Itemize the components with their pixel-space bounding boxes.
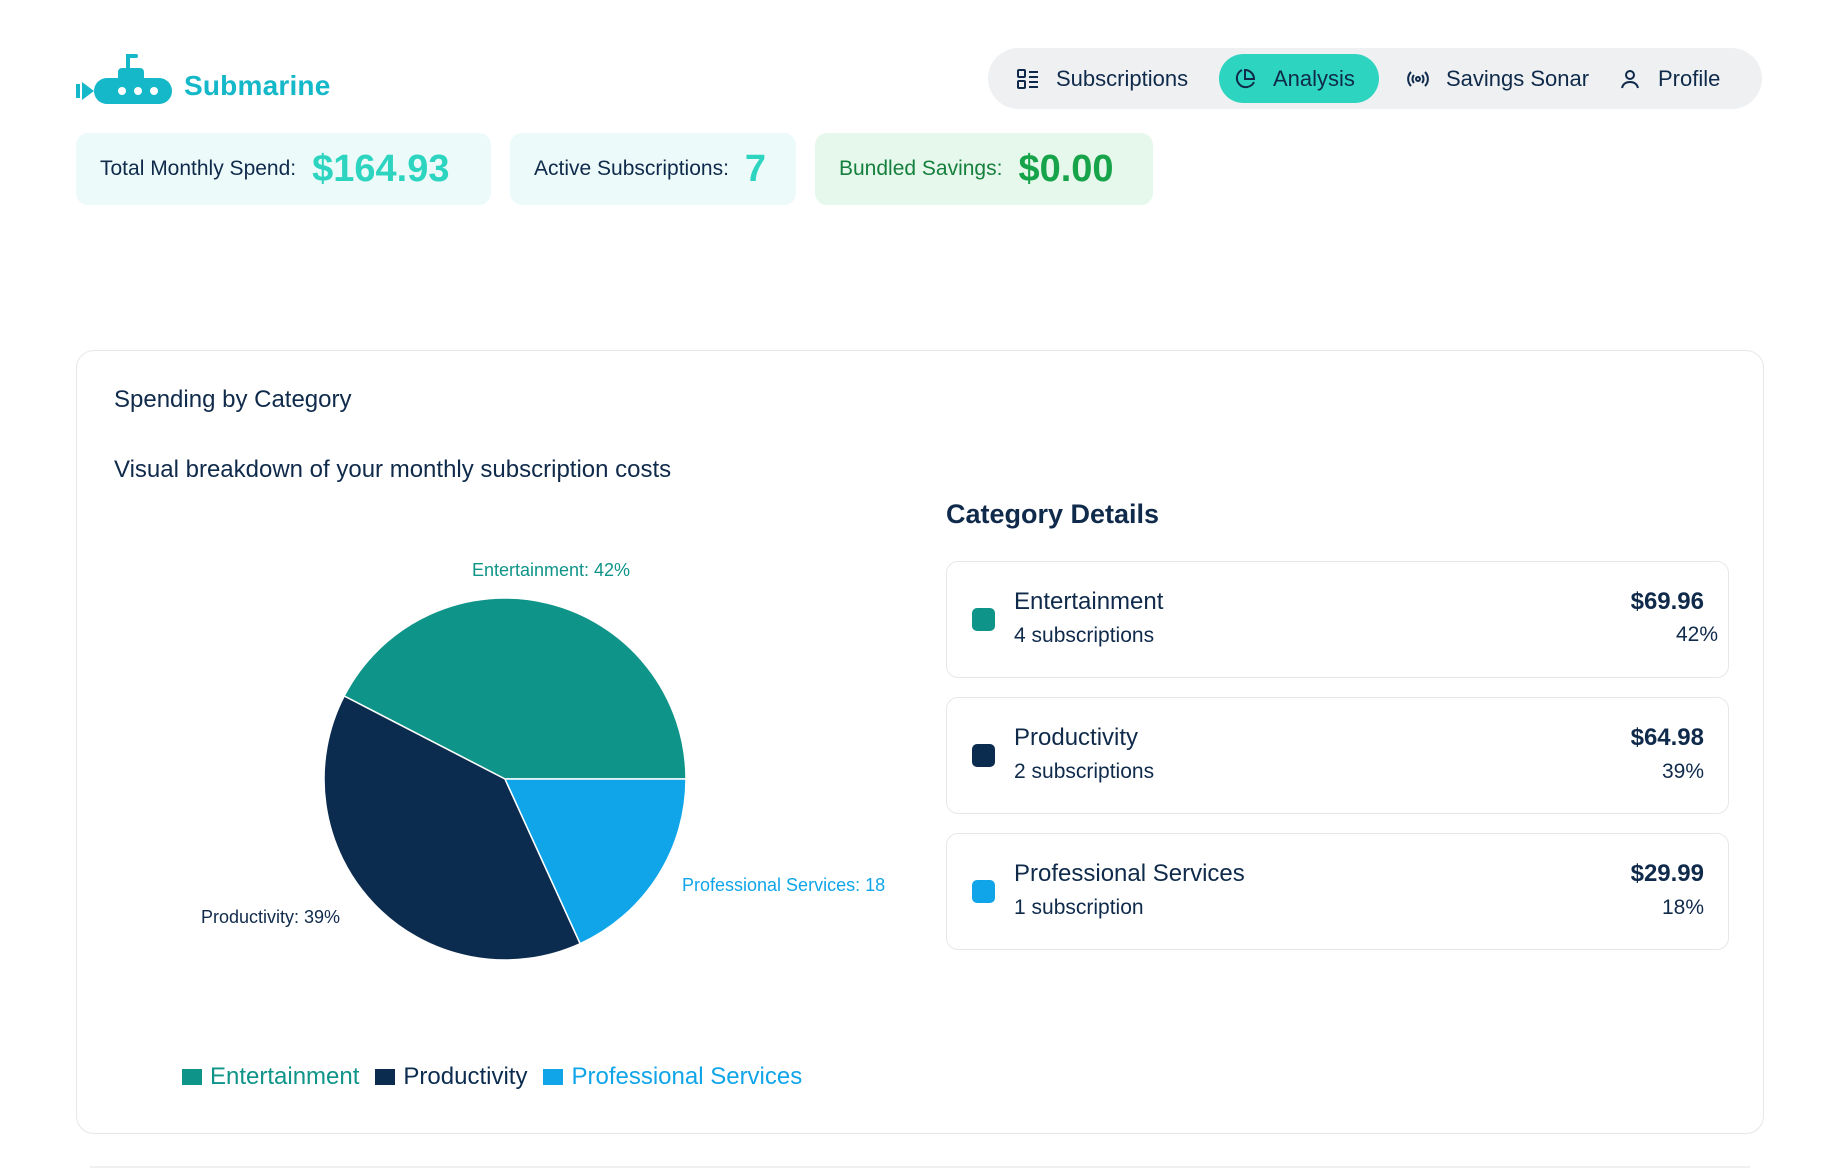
stat-value: 7 (744, 147, 767, 190)
legend-swatch (375, 1069, 396, 1085)
legend-swatch (543, 1069, 564, 1085)
legend-item-productivity[interactable]: Productivity (375, 1063, 527, 1091)
pie-slice-professional-services[interactable] (503, 778, 687, 945)
nav-item-profile[interactable]: Profile (1604, 54, 1734, 103)
pie-label-productivity: Productivity: 39% (201, 907, 340, 927)
nav-label: Savings Sonar (1446, 65, 1590, 91)
pie-label-entertainment: Entertainment: 42% (472, 560, 630, 580)
category-amount: $29.99 (1630, 860, 1704, 887)
pie-chart: Entertainment: 42% Productivity: 39% Profe… (201, 560, 885, 961)
card-subtitle: Visual breakdown of your monthly subscri… (114, 456, 672, 483)
legend-label: Productivity (403, 1063, 528, 1090)
category-amount: $69.96 (1630, 588, 1704, 615)
list-grid-icon (1017, 68, 1038, 89)
category-count: 2 subscriptions (1014, 760, 1155, 783)
category-percent: 42% (1676, 623, 1719, 646)
category-percent: 39% (1661, 760, 1704, 783)
category-row-professional-services[interactable]: Professional Services 1 subscription $29… (946, 833, 1729, 950)
card-title: Spending by Category (114, 386, 352, 413)
pie-chart-icon (1235, 68, 1256, 88)
category-row-productivity[interactable]: Productivity 2 subscriptions $64.98 39% (946, 697, 1729, 814)
spending-by-category-card: Spending by Category Visual breakdown of… (76, 350, 1764, 1134)
legend-label: Entertainment (210, 1063, 360, 1090)
chart-legend: Entertainment Productivity Professional … (182, 1063, 818, 1091)
stat-total-monthly-spend: Total Monthly Spend: $164.93 (76, 133, 491, 205)
legend-label: Professional Services (571, 1063, 803, 1090)
category-row-entertainment[interactable]: Entertainment 4 subscriptions $69.96 42% (946, 561, 1729, 678)
nav-label: Profile (1658, 65, 1721, 91)
legend-item-entertainment[interactable]: Entertainment (182, 1063, 359, 1091)
stat-bundled-savings: Bundled Savings: $0.00 (815, 133, 1153, 205)
nav-label: Analysis (1273, 65, 1355, 91)
stat-value: $164.93 (312, 147, 450, 190)
stat-label: Active Subscriptions: (534, 157, 729, 180)
pie-slice-productivity[interactable] (323, 694, 582, 961)
app-name: Submarine (184, 70, 331, 101)
user-icon (1621, 69, 1639, 88)
category-amount: $64.98 (1630, 724, 1704, 751)
stat-label: Total Monthly Spend: (100, 157, 297, 180)
category-percent: 18% (1661, 896, 1704, 919)
nav-item-savings-sonar[interactable]: Savings Sonar (1392, 54, 1603, 103)
nav-item-analysis[interactable]: Analysis (1219, 54, 1379, 103)
nav-label: Subscriptions (1056, 65, 1189, 91)
category-name: Entertainment (1014, 588, 1164, 615)
category-color-dot (972, 608, 995, 631)
nav-item-subscriptions[interactable]: Subscriptions (1002, 54, 1202, 103)
pie-slice-entertainment[interactable] (343, 597, 687, 780)
category-count: 4 subscriptions (1014, 624, 1155, 647)
main-nav: Subscriptions Analysis Savings Sonar Pro… (988, 48, 1762, 109)
category-name: Productivity (1014, 724, 1139, 751)
legend-swatch (182, 1069, 202, 1085)
category-count: 1 subscription (1014, 896, 1144, 919)
submarine-icon (76, 54, 172, 104)
stat-label: Bundled Savings: (839, 157, 1003, 180)
legend-item-professional-services[interactable]: Professional Services (543, 1063, 802, 1091)
category-details-title: Category Details (946, 499, 1160, 529)
category-name: Professional Services (1014, 860, 1245, 887)
stat-value: $0.00 (1018, 147, 1114, 190)
category-color-dot (972, 880, 995, 903)
broadcast-icon (1407, 70, 1429, 87)
stat-active-subscriptions: Active Subscriptions: 7 (510, 133, 796, 205)
pie-label-professional-services: Professional Services: 18 (682, 875, 885, 895)
category-color-dot (972, 744, 995, 767)
app-logo[interactable]: Submarine (76, 48, 331, 106)
